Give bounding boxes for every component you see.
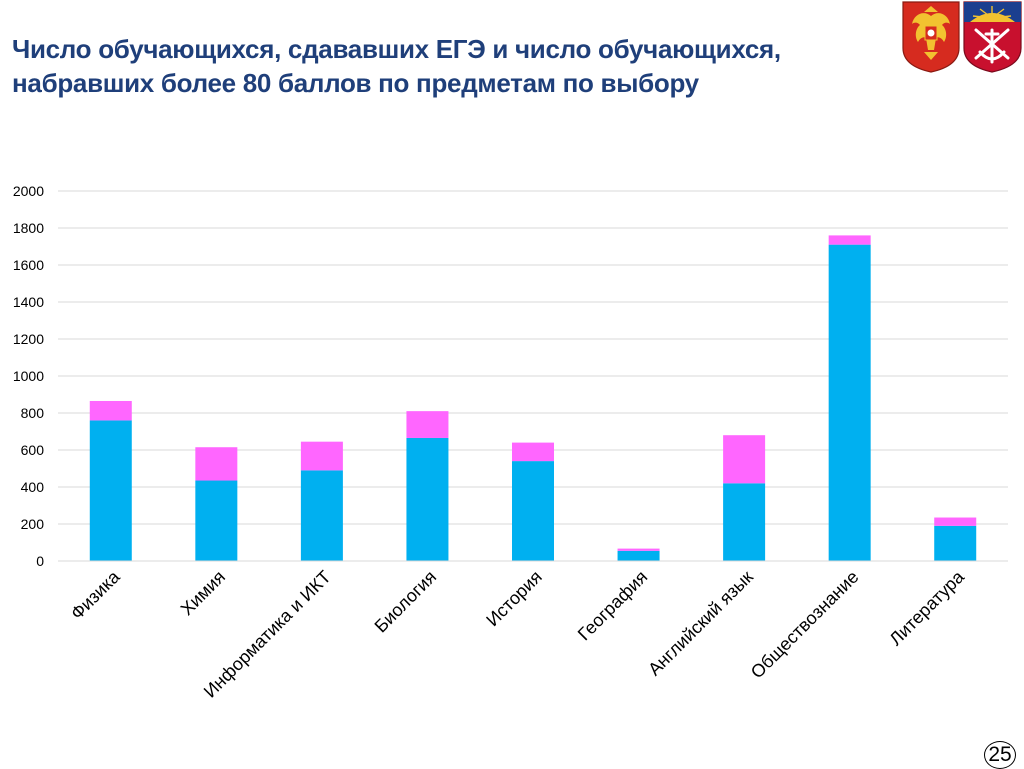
y-tick-label: 1000	[13, 368, 44, 384]
bar-base-6	[723, 483, 766, 561]
y-tick-label: 200	[21, 516, 45, 532]
x-tick-label: Физика	[67, 566, 125, 624]
y-tick-label: 1600	[13, 257, 44, 273]
x-tick-label: Обществознание	[747, 567, 863, 683]
page-title: Число обучающихся, сдававших ЕГЭ и число…	[12, 32, 872, 100]
x-tick-label: Биология	[371, 567, 441, 637]
coat-of-arms-murmansk-icon	[963, 1, 1022, 73]
y-tick-label: 600	[21, 442, 45, 458]
title-line-1: Число обучающихся, сдававших ЕГЭ и число…	[12, 34, 781, 64]
y-tick-label: 400	[21, 479, 45, 495]
x-tick-label: История	[482, 567, 546, 631]
bar-base-1	[195, 480, 238, 561]
bar-top-3	[406, 411, 449, 438]
y-tick-label: 800	[21, 405, 45, 421]
bar-base-2	[300, 470, 343, 561]
emblems	[902, 1, 1022, 73]
bar-base-5	[617, 550, 660, 561]
bars	[89, 235, 977, 561]
x-tick-label: География	[574, 567, 652, 645]
x-tick-label: Литература	[885, 566, 968, 649]
y-tick-label: 2000	[13, 183, 44, 199]
bar-base-3	[406, 437, 449, 561]
bar-base-0	[89, 420, 132, 561]
bar-base-7	[828, 244, 871, 561]
page-number: 25	[984, 741, 1016, 769]
bar-base-4	[512, 461, 554, 561]
y-tick-label: 1800	[13, 220, 44, 236]
bar-base-8	[934, 525, 977, 561]
bar-top-6	[723, 435, 766, 484]
bar-top-5	[617, 548, 660, 551]
coat-of-arms-russia-icon	[902, 1, 960, 73]
bar-top-0	[89, 400, 132, 421]
bar-top-2	[300, 441, 343, 471]
x-tick-label: Английский язык	[644, 567, 757, 680]
bar-top-7	[828, 235, 871, 245]
y-tick-label: 1200	[13, 331, 44, 347]
y-axis: 0 200 400 600 800 1000 1200 1400 1600 1800 2000	[13, 183, 44, 569]
y-tick-label: 0	[36, 553, 44, 569]
bar-top-4	[512, 442, 554, 462]
title-line-2: набравших более 80 баллов по предметам п…	[12, 68, 699, 98]
y-tick-label: 1400	[13, 294, 44, 310]
bar-top-8	[934, 517, 977, 526]
x-tick-label: Химия	[177, 567, 230, 620]
bar-top-1	[195, 447, 238, 481]
